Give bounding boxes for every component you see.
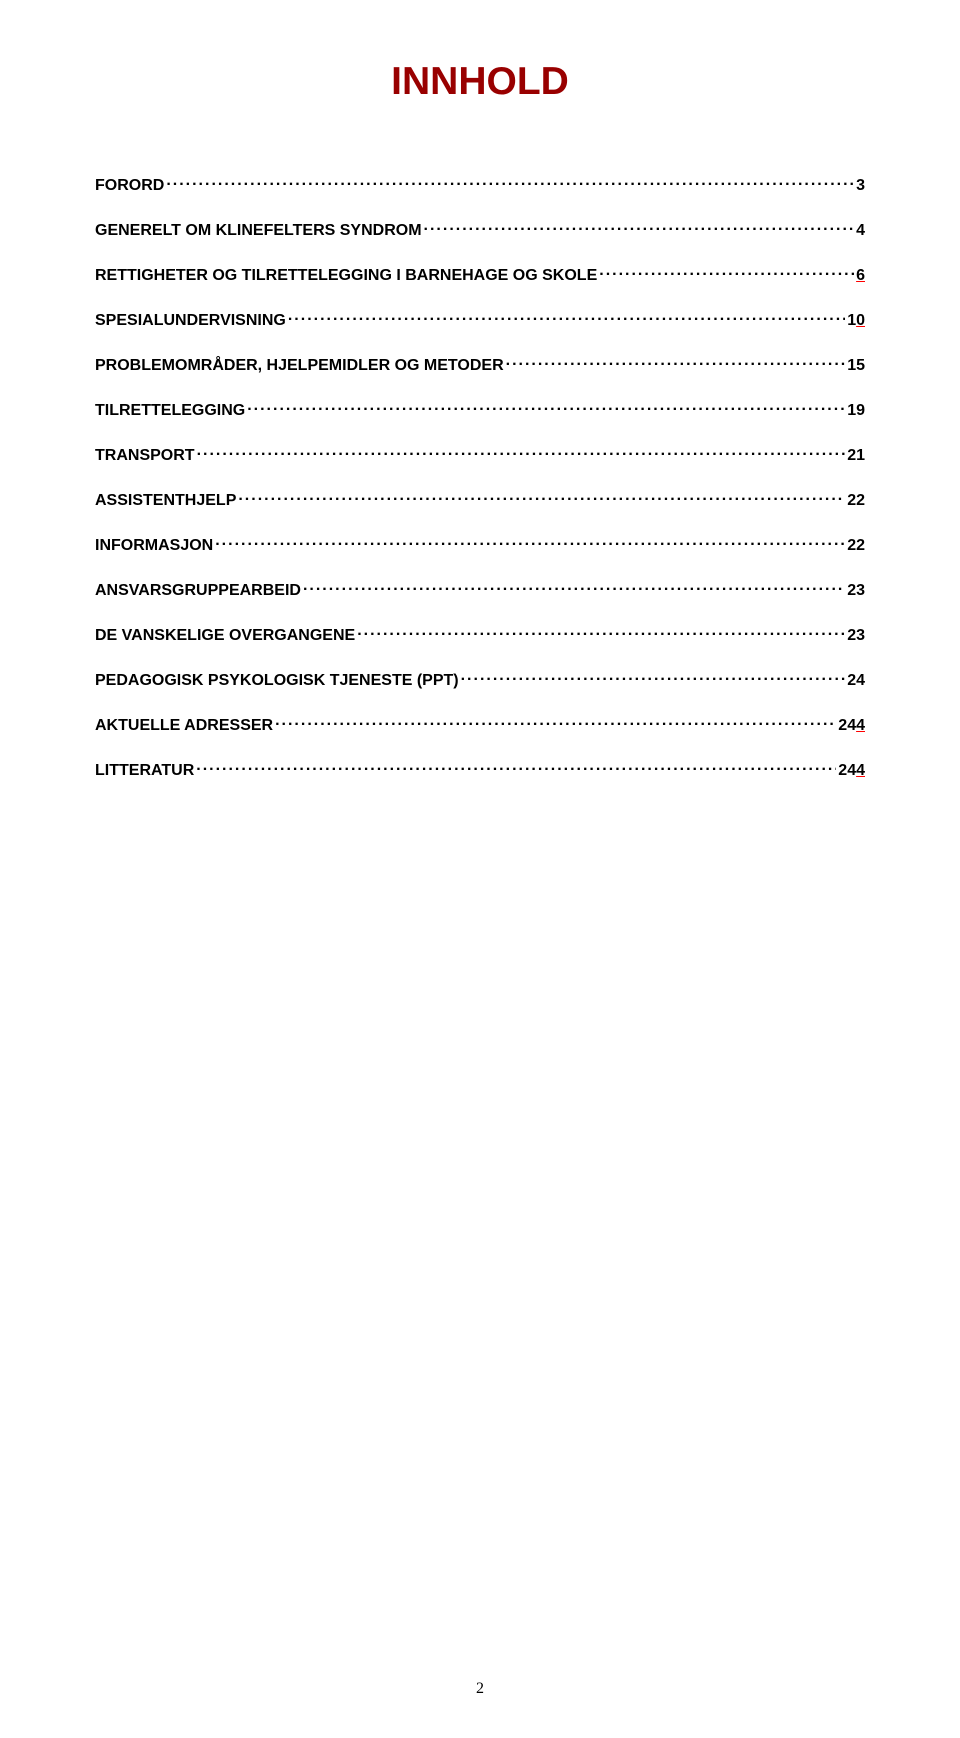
toc-leader-dots <box>238 489 845 505</box>
toc-entry-page: 22 <box>847 537 865 555</box>
toc-entry-page: 244 <box>838 762 865 780</box>
toc-entry-label: TRANSPORT <box>95 447 195 465</box>
toc-leader-dots <box>288 309 845 325</box>
toc-entry-page: 15 <box>847 357 865 375</box>
toc-leader-dots <box>424 219 855 235</box>
toc-entry[interactable]: FORORD 3 <box>95 174 865 195</box>
toc-entry-label: PROBLEMOMRÅDER, HJELPEMIDLER OG METODER <box>95 357 504 375</box>
toc-leader-dots <box>247 399 845 415</box>
toc-entry-page-revised-digit: 6 <box>856 267 865 284</box>
toc-entry[interactable]: LITTERATUR 244 <box>95 759 865 780</box>
page-title: INNHOLD <box>95 60 865 104</box>
toc-entry-label: FORORD <box>95 177 164 195</box>
toc-entry-page: 10 <box>847 312 865 330</box>
toc-entry[interactable]: GENERELT OM KLINEFELTERS SYNDROM 4 <box>95 219 865 240</box>
page-number: 2 <box>95 1680 865 1698</box>
toc-leader-dots <box>303 579 845 595</box>
toc-entry[interactable]: ANSVARSGRUPPEARBEID 23 <box>95 579 865 600</box>
toc-entry-page-revised-digit: 4 <box>856 762 865 779</box>
toc-entry[interactable]: ASSISTENTHJELP 22 <box>95 489 865 510</box>
toc-entry-label: LITTERATUR <box>95 762 194 780</box>
toc-entry-label: SPESIALUNDERVISNING <box>95 312 286 330</box>
toc-leader-dots <box>197 444 846 460</box>
toc-entry-label: INFORMASJON <box>95 537 213 555</box>
toc-leader-dots <box>357 624 845 640</box>
toc-entry-label: DE VANSKELIGE OVERGANGENE <box>95 627 355 645</box>
toc-leader-dots <box>215 534 845 550</box>
toc-entry-label: RETTIGHETER OG TILRETTELEGGING I BARNEHA… <box>95 267 597 285</box>
toc-leader-dots <box>506 354 846 370</box>
toc-entry-page-head: 1 <box>847 312 856 329</box>
toc-entry-label: ANSVARSGRUPPEARBEID <box>95 582 301 600</box>
toc-entry-page: 23 <box>847 627 865 645</box>
toc-entry-label: GENERELT OM KLINEFELTERS SYNDROM <box>95 222 422 240</box>
toc-entry[interactable]: INFORMASJON 22 <box>95 534 865 555</box>
toc-entry-page: 24 <box>847 672 865 690</box>
toc-entry-page: 22 <box>847 492 865 510</box>
toc-entry-page: 4 <box>856 222 865 240</box>
toc-leader-dots <box>461 669 846 685</box>
toc-entry[interactable]: TILRETTELEGGING 19 <box>95 399 865 420</box>
toc-entry[interactable]: AKTUELLE ADRESSER 244 <box>95 714 865 735</box>
toc-entry-page-head: 24 <box>838 717 856 734</box>
toc-entry-page: 19 <box>847 402 865 420</box>
toc-entry-page: 244 <box>838 717 865 735</box>
toc-entry[interactable]: PROBLEMOMRÅDER, HJELPEMIDLER OG METODER … <box>95 354 865 375</box>
toc-leader-dots <box>275 714 836 730</box>
toc-entry[interactable]: DE VANSKELIGE OVERGANGENE 23 <box>95 624 865 645</box>
toc-entry-page-revised-digit: 4 <box>856 717 865 734</box>
toc-entry-page-head: 24 <box>838 762 856 779</box>
toc-leader-dots <box>599 264 854 280</box>
toc-entry-page: 21 <box>847 447 865 465</box>
toc-entry-label: TILRETTELEGGING <box>95 402 245 420</box>
toc-entry[interactable]: RETTIGHETER OG TILRETTELEGGING I BARNEHA… <box>95 264 865 285</box>
toc-entry-label: ASSISTENTHJELP <box>95 492 236 510</box>
toc-entry-page-revised-digit: 0 <box>856 312 865 329</box>
toc-entry-page: 6 <box>856 267 865 285</box>
toc-leader-dots <box>196 759 836 775</box>
toc-leader-dots <box>166 174 854 190</box>
toc-entry[interactable]: PEDAGOGISK PSYKOLOGISK TJENESTE (PPT) 24 <box>95 669 865 690</box>
toc-entry-label: PEDAGOGISK PSYKOLOGISK TJENESTE (PPT) <box>95 672 459 690</box>
toc-entry-page: 23 <box>847 582 865 600</box>
table-of-contents: FORORD 3 GENERELT OM KLINEFELTERS SYNDROM… <box>95 174 865 780</box>
toc-entry[interactable]: TRANSPORT 21 <box>95 444 865 465</box>
toc-entry[interactable]: SPESIALUNDERVISNING 10 <box>95 309 865 330</box>
toc-entry-page: 3 <box>856 177 865 195</box>
toc-entry-label: AKTUELLE ADRESSER <box>95 717 273 735</box>
